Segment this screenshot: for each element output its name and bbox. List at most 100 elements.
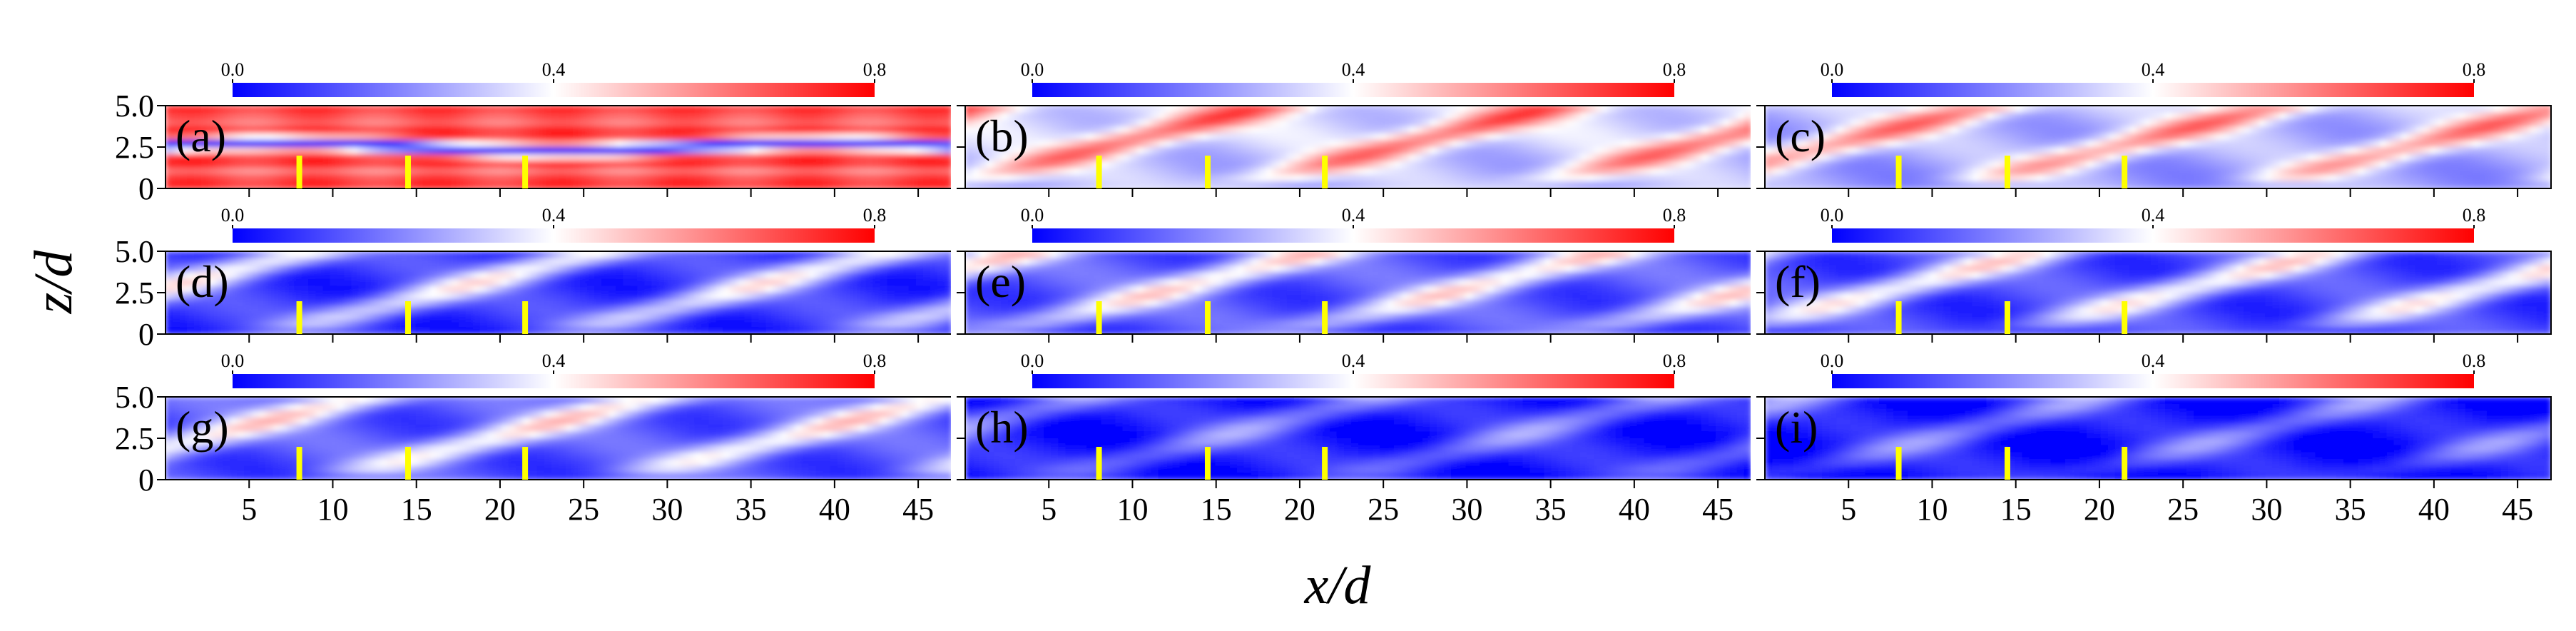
heatmap-cell <box>1679 153 1688 162</box>
heatmap-cell <box>865 133 874 141</box>
heatmap-cell <box>994 174 1002 183</box>
heatmap-cell <box>1258 112 1266 121</box>
heatmap-cell <box>566 278 574 287</box>
heatmap-cell <box>2229 168 2237 176</box>
heatmap-cell <box>273 153 281 162</box>
heatmap-cell <box>2315 133 2323 141</box>
heatmap-cell <box>494 174 502 183</box>
heatmap-cell <box>487 258 495 266</box>
heatmap-cell <box>544 320 552 328</box>
heatmap-cell <box>1551 174 1559 183</box>
heatmap-cell <box>215 133 223 141</box>
heatmap-cell <box>1587 174 1595 183</box>
heatmap-cell <box>1986 140 1995 148</box>
heatmap-cell <box>2386 106 2395 113</box>
heatmap-cell <box>351 299 360 308</box>
heatmap-cell <box>944 119 952 127</box>
heatmap-cell <box>515 161 524 168</box>
heatmap-cell <box>2244 161 2252 168</box>
heatmap-cell <box>694 106 703 113</box>
heatmap-cell <box>1658 174 1666 183</box>
heatmap-cell <box>237 265 245 273</box>
heatmap-cell <box>230 265 238 273</box>
heatmap-cell <box>1786 119 1794 127</box>
heatmap-cell <box>609 147 616 155</box>
heatmap-cell <box>1480 119 1488 127</box>
heatmap-cell <box>494 147 502 155</box>
heatmap-cell <box>515 265 524 273</box>
heatmap-cell <box>1286 112 1295 121</box>
heatmap-cell <box>230 251 238 259</box>
heatmap-cell <box>1086 140 1095 148</box>
heatmap-cell <box>2150 133 2159 141</box>
heatmap-cell <box>501 168 509 176</box>
heatmap-cell <box>1801 119 1808 127</box>
heatmap-cell <box>630 258 638 266</box>
heatmap-cell <box>2251 181 2259 189</box>
heatmap-cell <box>351 140 360 148</box>
heatmap-cell <box>2186 147 2194 155</box>
heatmap-cell <box>315 293 324 301</box>
heatmap-cell <box>880 168 888 176</box>
heatmap-cell <box>2486 153 2495 162</box>
heatmap-cell <box>1408 133 1416 141</box>
heatmap-cell <box>2308 140 2316 148</box>
heatmap-cell <box>1501 106 1510 113</box>
heatmap-cell <box>2472 168 2480 176</box>
heatmap-cell <box>2351 119 2359 127</box>
heatmap-cell <box>1594 174 1602 183</box>
heatmap-cell <box>1422 140 1430 148</box>
heatmap-cell <box>616 133 623 141</box>
heatmap-cell <box>1943 147 1952 155</box>
heatmap-cell <box>1986 161 1995 168</box>
heatmap-cell <box>2201 147 2209 155</box>
heatmap-cell <box>1358 112 1366 121</box>
heatmap-cell <box>765 140 774 148</box>
colorbar-tick-label: 0.8 <box>863 205 887 226</box>
heatmap-cell <box>465 161 474 168</box>
heatmap-cell <box>687 299 696 308</box>
heatmap-cell <box>487 320 495 328</box>
heatmap-cell <box>2114 133 2123 141</box>
heatmap-cell <box>408 161 417 168</box>
heatmap-cell <box>1058 133 1066 141</box>
heatmap-cell <box>1350 147 1359 155</box>
heatmap-cell <box>458 181 467 189</box>
heatmap-cell <box>801 161 810 168</box>
heatmap-cell <box>1472 119 1481 127</box>
heatmap-cell <box>1950 106 1959 113</box>
heatmap-cell <box>2136 140 2144 148</box>
heatmap-cell <box>2215 133 2223 141</box>
heatmap-cell <box>1772 106 1780 113</box>
heatmap-cell <box>2358 133 2366 141</box>
heatmap-cell <box>930 181 938 189</box>
heatmap-cell <box>1929 112 1938 121</box>
heatmap-cell <box>1594 168 1602 176</box>
heatmap-cell <box>2322 147 2331 155</box>
heatmap-cell <box>322 147 331 155</box>
heatmap-cell <box>429 320 438 328</box>
heatmap-cell <box>937 140 945 148</box>
heatmap-cell <box>1943 106 1952 113</box>
heatmap-cell <box>1151 181 1159 189</box>
heatmap-cell <box>1380 168 1388 176</box>
heatmap-cell <box>273 140 281 148</box>
heatmap-cell <box>337 119 345 127</box>
heatmap-cell <box>2065 119 2073 127</box>
heatmap-cell <box>408 265 417 273</box>
heatmap-cell <box>2379 133 2388 141</box>
heatmap-cell <box>1993 153 2002 162</box>
heatmap-cell <box>194 112 202 121</box>
heatmap-cell <box>1001 133 1009 141</box>
heatmap-cell <box>173 286 180 293</box>
heatmap-cell <box>215 265 223 273</box>
heatmap-cell <box>237 153 245 162</box>
heatmap-cell <box>844 153 852 162</box>
heatmap-cell <box>1208 161 1216 168</box>
heatmap-cell <box>551 147 559 155</box>
heatmap-cell <box>2150 112 2159 121</box>
heatmap-cell <box>1993 181 2002 189</box>
heatmap-cell <box>1265 106 1273 113</box>
heatmap-cell <box>1044 119 1052 127</box>
heatmap-cell <box>673 313 681 321</box>
